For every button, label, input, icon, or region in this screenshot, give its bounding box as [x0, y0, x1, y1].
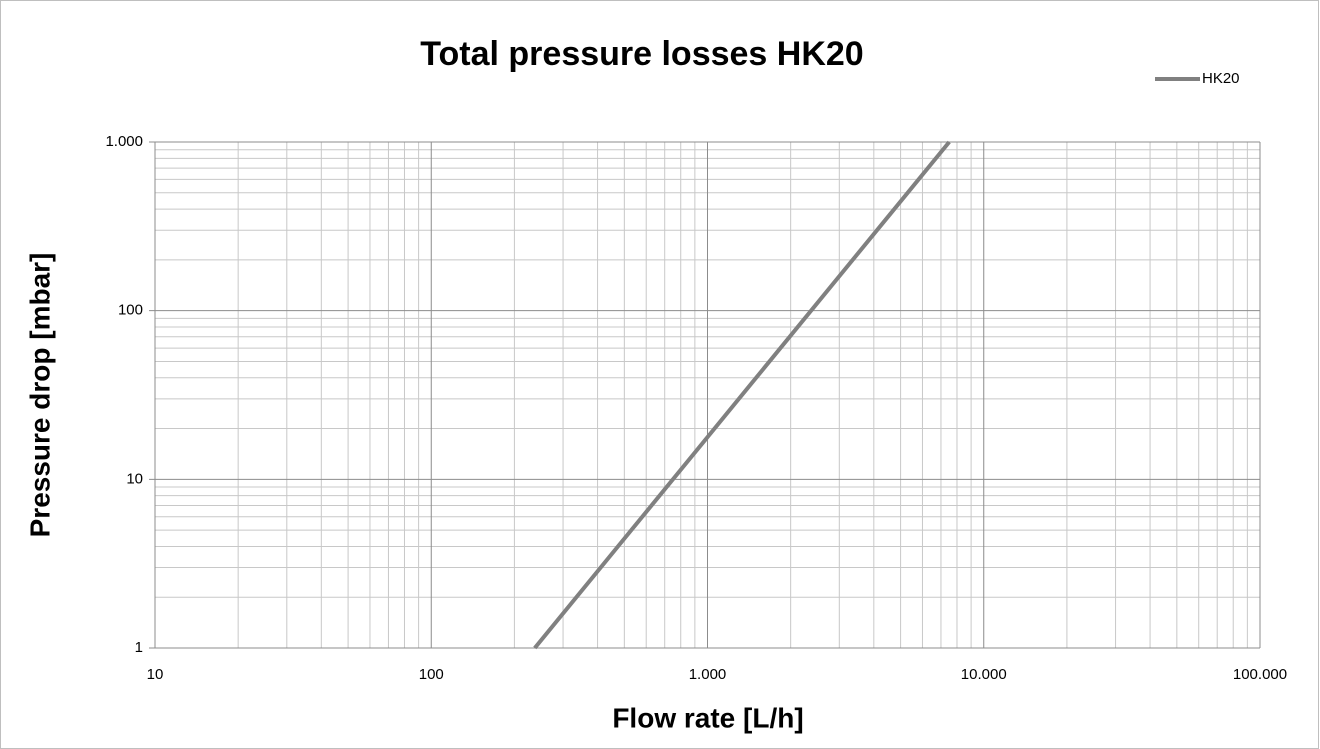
y-tick-label: 10 [126, 470, 143, 487]
y-tick-label: 1 [135, 639, 143, 656]
x-tick-label: 1.000 [689, 666, 727, 683]
y-tick-label: 100 [118, 302, 143, 319]
x-tick-label: 10.000 [961, 666, 1007, 683]
y-axis-label: Pressure drop [mbar] [24, 253, 55, 538]
x-tick-label: 100.000 [1233, 666, 1287, 683]
x-tick-label: 10 [147, 666, 164, 683]
x-tick-label: 100 [419, 666, 444, 683]
x-axis-label: Flow rate [L/h] [612, 702, 803, 733]
data-line [533, 140, 951, 650]
y-tick-label: 1.000 [105, 133, 143, 150]
legend-label: HK20 [1202, 70, 1240, 87]
chart-title: Total pressure losses HK20 [420, 35, 863, 73]
